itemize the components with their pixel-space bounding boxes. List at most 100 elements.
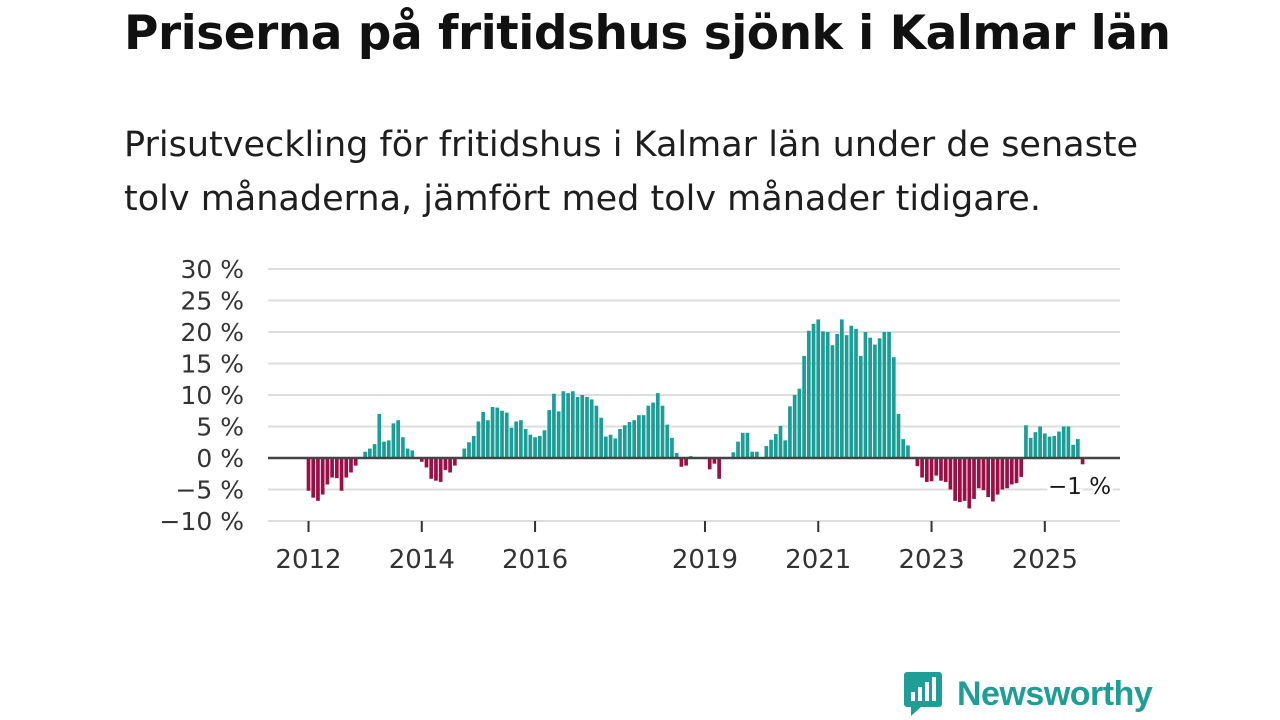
bar bbox=[1076, 439, 1080, 458]
bar bbox=[679, 458, 684, 467]
bar bbox=[806, 330, 811, 458]
bar bbox=[783, 440, 788, 458]
y-tick-label: 0 % bbox=[196, 444, 244, 473]
bar bbox=[655, 393, 660, 458]
bar bbox=[1005, 458, 1009, 489]
bar bbox=[788, 406, 792, 458]
bar bbox=[778, 425, 783, 458]
y-tick-label: 30 % bbox=[180, 255, 244, 284]
y-tick-label: 5 % bbox=[196, 413, 244, 442]
last-value-label: −1 % bbox=[1048, 474, 1111, 500]
bar bbox=[443, 458, 448, 470]
bar bbox=[1047, 436, 1052, 458]
bar bbox=[915, 458, 920, 467]
bar bbox=[981, 458, 986, 491]
x-tick-label: 2019 bbox=[672, 545, 738, 575]
bar bbox=[500, 410, 504, 458]
bar bbox=[660, 405, 665, 458]
bar bbox=[320, 458, 325, 495]
bar bbox=[901, 439, 906, 458]
bar bbox=[434, 458, 438, 481]
bar bbox=[712, 458, 717, 464]
bar bbox=[750, 451, 755, 458]
bar bbox=[1066, 426, 1071, 458]
bar bbox=[368, 448, 372, 458]
brand-name: Newsworthy bbox=[957, 674, 1153, 713]
bar bbox=[622, 425, 627, 458]
bar bbox=[991, 458, 995, 502]
bar bbox=[934, 458, 939, 476]
bar bbox=[1052, 435, 1057, 458]
bar bbox=[1028, 437, 1033, 458]
bar bbox=[542, 430, 547, 458]
bar bbox=[972, 458, 976, 499]
bar bbox=[868, 337, 873, 458]
bar bbox=[797, 388, 802, 458]
bar bbox=[561, 391, 566, 458]
x-tick-label: 2014 bbox=[389, 545, 455, 575]
bar bbox=[589, 399, 594, 458]
bar bbox=[533, 437, 537, 458]
bar bbox=[858, 355, 863, 458]
bar bbox=[585, 396, 589, 458]
bar bbox=[311, 458, 316, 498]
bar bbox=[632, 420, 637, 458]
bar bbox=[339, 458, 344, 491]
bar bbox=[599, 417, 603, 458]
bar bbox=[330, 458, 334, 478]
bar bbox=[627, 422, 632, 458]
bar bbox=[840, 319, 844, 458]
grid-lines bbox=[268, 268, 1120, 522]
bar bbox=[1042, 433, 1047, 458]
bar bbox=[410, 450, 415, 458]
newsworthy-logo: Newsworthy bbox=[903, 670, 1153, 718]
bar bbox=[962, 458, 967, 501]
bar bbox=[637, 415, 641, 458]
bar bbox=[363, 451, 367, 458]
y-axis-tick-labels: 30 % 25 %20 % 15 %10 % 5 %0 % −5 %−10 % bbox=[160, 255, 244, 536]
bar bbox=[769, 439, 773, 458]
bar bbox=[896, 413, 901, 458]
bar bbox=[401, 437, 405, 458]
bar bbox=[1038, 426, 1042, 458]
bar bbox=[604, 436, 608, 458]
x-tick-label: 2023 bbox=[898, 545, 964, 575]
bar bbox=[646, 405, 651, 458]
bar bbox=[537, 435, 542, 458]
y-tick-label: 10 % bbox=[180, 381, 244, 410]
bar bbox=[523, 429, 528, 458]
bar bbox=[825, 332, 830, 458]
bar bbox=[953, 458, 957, 501]
bar bbox=[594, 405, 599, 458]
bar bbox=[396, 420, 401, 458]
bar bbox=[958, 458, 962, 503]
bar bbox=[471, 435, 476, 458]
y-tick-label: 25 % bbox=[180, 287, 244, 316]
bar bbox=[873, 344, 877, 458]
y-tick-label: −5 % bbox=[175, 476, 244, 505]
bar bbox=[821, 331, 825, 458]
bar bbox=[670, 437, 674, 458]
y-tick-label: 15 % bbox=[180, 350, 244, 379]
bar bbox=[556, 411, 561, 458]
bar bbox=[608, 434, 613, 458]
bar bbox=[920, 458, 924, 478]
bar bbox=[1014, 458, 1019, 484]
bar bbox=[325, 458, 330, 485]
bar bbox=[830, 345, 835, 458]
bar bbox=[528, 434, 533, 458]
bar bbox=[509, 427, 514, 458]
bar bbox=[334, 458, 339, 479]
bar bbox=[316, 458, 320, 501]
bar bbox=[651, 402, 655, 458]
bar bbox=[854, 328, 858, 458]
bar bbox=[1024, 425, 1028, 458]
bar bbox=[349, 458, 353, 473]
bar bbox=[802, 355, 806, 458]
bar bbox=[844, 335, 849, 458]
bar bbox=[1057, 431, 1061, 458]
bar bbox=[887, 332, 891, 458]
bar bbox=[674, 452, 679, 458]
bar bbox=[882, 332, 887, 458]
